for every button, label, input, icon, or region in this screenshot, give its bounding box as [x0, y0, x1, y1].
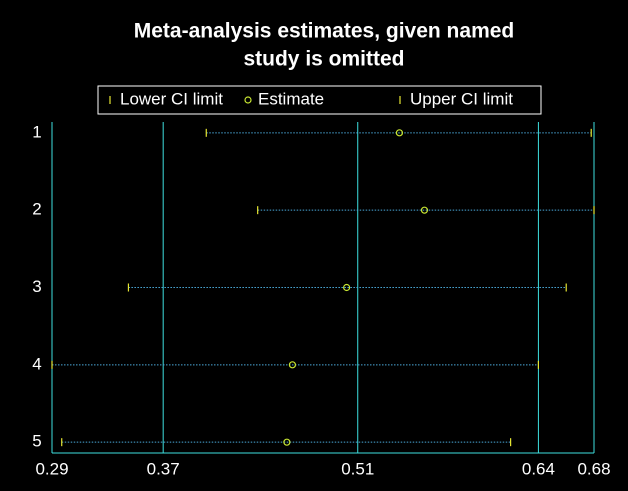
chart-title: Meta-analysis estimates, given named	[134, 20, 515, 43]
y-tick-label: 5	[32, 432, 41, 451]
y-tick-label: 2	[32, 200, 41, 219]
legend-label: Lower CI limit	[120, 89, 223, 108]
x-tick-label: 0.51	[341, 459, 374, 478]
y-tick-label: 4	[32, 354, 41, 373]
y-tick-label: 3	[32, 277, 41, 296]
x-tick-label: 0.64	[522, 459, 555, 478]
estimate	[420, 206, 429, 214]
chart-title: study is omitted	[243, 48, 404, 71]
x-tick-label: 0.29	[35, 459, 68, 478]
legend-label: Estimate	[258, 89, 324, 108]
y-tick-label: 1	[32, 122, 41, 141]
estimate	[395, 129, 404, 137]
legend-box	[97, 85, 542, 115]
estimate	[283, 438, 291, 446]
legend-marker	[244, 96, 252, 104]
estimate	[343, 283, 351, 292]
legend-label: Upper CI limit	[410, 89, 513, 108]
x-tick-label: 0.37	[147, 459, 180, 478]
estimate	[288, 361, 297, 369]
x-tick-label: 0.68	[577, 459, 610, 478]
